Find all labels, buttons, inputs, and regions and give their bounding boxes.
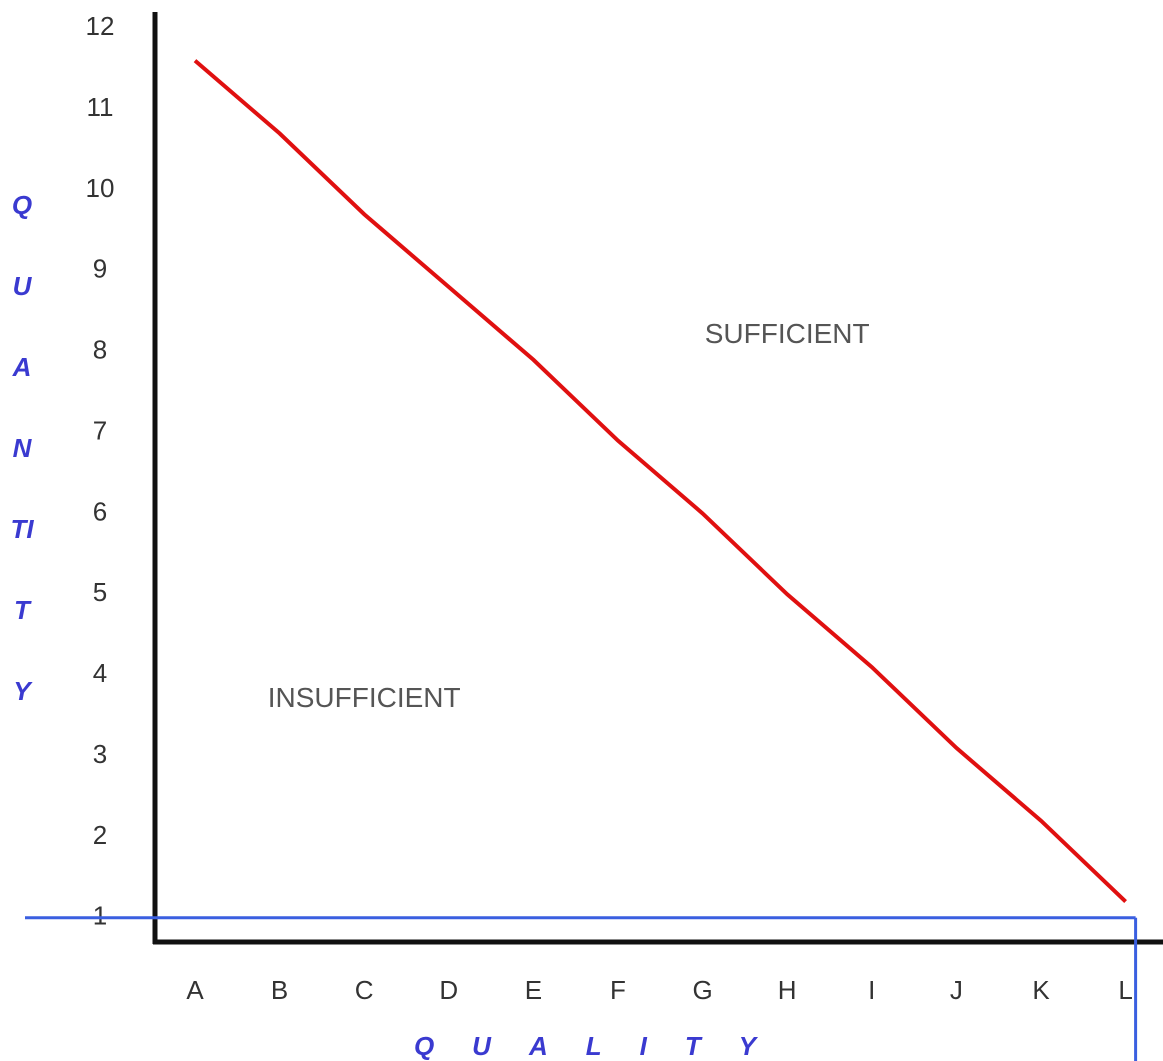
x-tick-label: J [950, 975, 963, 1005]
x-tick-label: I [868, 975, 875, 1005]
x-tick-label: G [692, 975, 712, 1005]
y-tick-label: 1 [93, 901, 107, 931]
y-tick-label: 6 [93, 496, 107, 526]
x-tick-label: B [271, 975, 288, 1005]
y-tick-label: 10 [86, 173, 115, 203]
x-tick-label: E [525, 975, 542, 1005]
y-tick-label: 5 [93, 577, 107, 607]
x-tick-label: H [778, 975, 797, 1005]
x-tick-label: A [186, 975, 204, 1005]
y-tick-label: 9 [93, 254, 107, 284]
y-tick-label: 12 [86, 11, 115, 41]
y-axis-label: QUANTITY [10, 190, 34, 706]
x-axis-label: QUALITY [414, 1031, 794, 1061]
y-tick-label: 7 [93, 415, 107, 445]
x-tick-label: D [439, 975, 458, 1005]
y-tick-label: 8 [93, 335, 107, 365]
data-line [193, 59, 1127, 904]
y-tick-label: 4 [93, 658, 107, 688]
y-tick-label: 2 [93, 820, 107, 850]
x-tick-label: C [355, 975, 374, 1005]
y-tick-label: 11 [87, 92, 114, 122]
x-tick-label: F [610, 975, 626, 1005]
annotation: INSUFFICIENT [268, 682, 461, 713]
x-tick-label: L [1118, 975, 1132, 1005]
x-tick-label: K [1032, 975, 1050, 1005]
y-tick-label: 3 [93, 739, 107, 769]
annotation: SUFFICIENT [705, 318, 870, 349]
